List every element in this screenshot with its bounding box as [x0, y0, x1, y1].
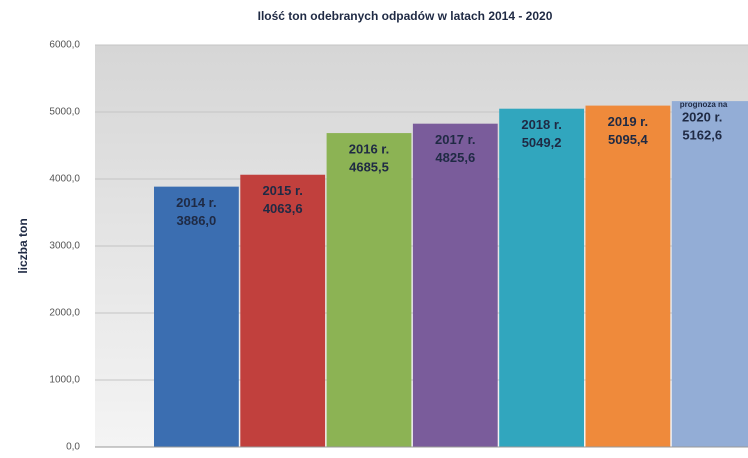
- y-tick-label: 3000,0: [49, 241, 80, 252]
- category-label: 2014 r.: [176, 195, 217, 210]
- category-label: 2016 r.: [349, 142, 390, 157]
- data-label: 5095,4: [608, 132, 649, 147]
- data-label: 5162,6: [682, 128, 722, 143]
- data-label: 5049,2: [522, 135, 562, 150]
- y-tick-label: 0,0: [66, 442, 80, 453]
- y-tick-label: 2000,0: [49, 308, 80, 319]
- y-tick-label: 1000,0: [49, 375, 80, 386]
- data-label: 3886,0: [177, 213, 217, 228]
- category-label: 2018 r.: [521, 117, 562, 132]
- bar: [499, 108, 584, 447]
- bar: [585, 105, 671, 447]
- bar: [326, 133, 412, 447]
- data-label: 4825,6: [435, 150, 475, 165]
- y-axis-label: liczba ton: [16, 218, 30, 273]
- category-label: 2017 r.: [435, 132, 476, 147]
- bar: [240, 174, 326, 447]
- bar: [412, 123, 498, 447]
- data-label: 4685,5: [349, 160, 389, 175]
- category-label: 2019 r.: [608, 114, 649, 129]
- chart-title: Ilość ton odebranych odpadów w latach 20…: [258, 9, 553, 23]
- category-label: 2020 r.: [682, 110, 723, 125]
- y-tick-label: 5000,0: [49, 107, 80, 118]
- y-tick-label: 4000,0: [49, 174, 80, 185]
- bar: [154, 186, 239, 447]
- bar: [671, 101, 748, 447]
- category-label: 2015 r.: [262, 183, 303, 198]
- y-tick-label: 6000,0: [49, 40, 80, 51]
- annotation: prognoza na: [680, 100, 728, 109]
- data-label: 4063,6: [263, 201, 303, 216]
